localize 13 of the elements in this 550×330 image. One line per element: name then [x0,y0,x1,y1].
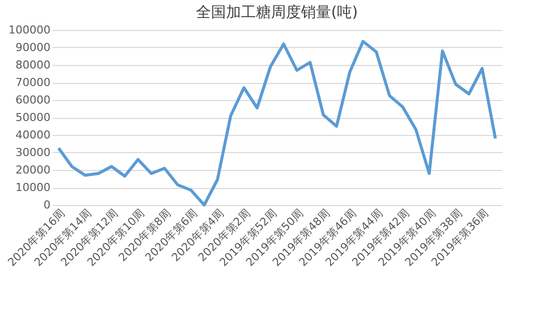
y-tick-label: 30000 [16,146,50,159]
line-series [57,40,497,206]
y-tick-label: 50000 [16,111,50,124]
y-tick-label: 90000 [16,41,50,54]
y-tick-label: 20000 [16,164,50,176]
y-tick-label: 70000 [16,76,50,89]
y-tick-label: 80000 [16,58,50,72]
y-tick-label: 40000 [16,128,50,142]
y-tick-label: 10000 [16,181,50,194]
chart-title: 全国加工糖周度销量(吨) [196,3,358,21]
y-tick-label: 0 [44,198,50,212]
y-tick-label: 100000 [8,24,50,36]
y-tick-label: 60000 [16,94,50,106]
